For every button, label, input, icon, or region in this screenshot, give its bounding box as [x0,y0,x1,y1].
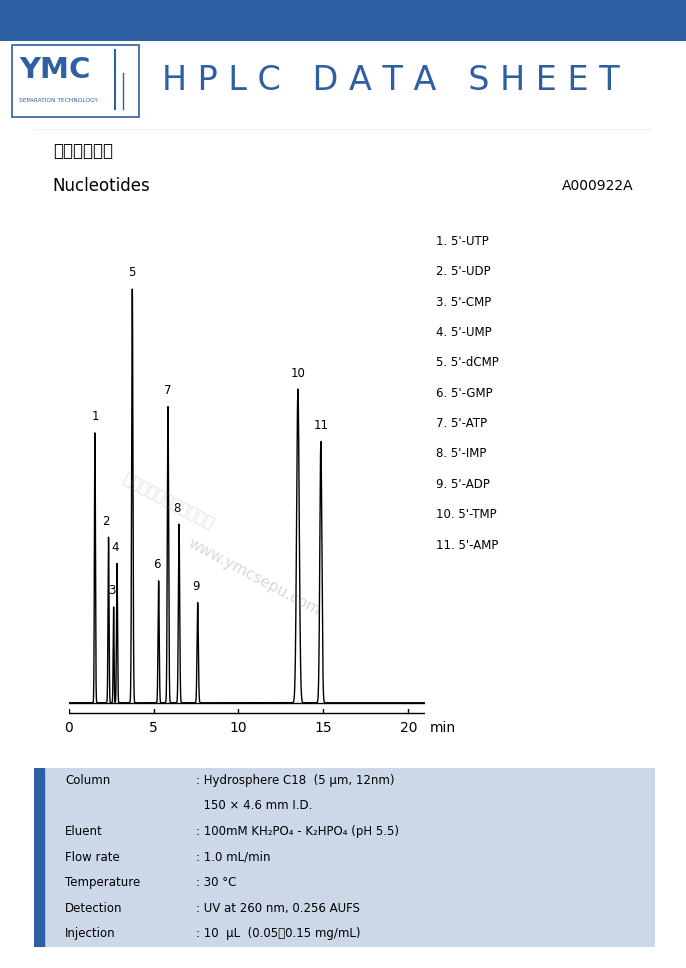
Text: 2: 2 [103,515,110,528]
FancyBboxPatch shape [32,129,655,208]
Text: 1. 5'-UTP: 1. 5'-UTP [436,235,488,248]
Text: 5. 5'-dCMP: 5. 5'-dCMP [436,356,498,370]
Text: 深州凯米斯科技有限公司: 深州凯米斯科技有限公司 [121,470,216,530]
Text: 2. 5'-UDP: 2. 5'-UDP [436,265,490,278]
Text: 7: 7 [164,384,172,397]
Text: Detection: Detection [65,902,123,915]
Text: Nucleotides: Nucleotides [53,177,150,195]
Bar [34,768,44,947]
Text: 8. 5'-IMP: 8. 5'-IMP [436,447,486,461]
Text: 5: 5 [149,721,158,735]
Text: A000922A: A000922A [562,179,633,193]
Text: www.ymcsepu.com: www.ymcsepu.com [185,536,323,619]
Text: 6: 6 [153,559,160,571]
Text: : UV at 260 nm, 0.256 AUFS: : UV at 260 nm, 0.256 AUFS [196,902,359,915]
Text: 5: 5 [128,266,136,280]
Text: 11. 5'-AMP: 11. 5'-AMP [436,538,498,552]
Text: 11: 11 [314,419,329,432]
Text: 6. 5'-GMP: 6. 5'-GMP [436,387,493,400]
Text: 9: 9 [193,580,200,593]
Text: 150 × 4.6 mm I.D.: 150 × 4.6 mm I.D. [196,800,312,812]
Text: 7. 5'-ATP: 7. 5'-ATP [436,417,487,430]
Text: 1: 1 [91,410,99,423]
Text: : Hydrosphere C18  (5 μm, 12nm): : Hydrosphere C18 (5 μm, 12nm) [196,773,394,787]
Text: 15: 15 [315,721,332,735]
Text: Injection: Injection [65,927,116,941]
Text: : 1.0 mL/min: : 1.0 mL/min [196,851,270,863]
Text: 4: 4 [111,541,119,554]
Text: 10: 10 [290,367,305,379]
Text: SEPARATION TECHNOLOGY: SEPARATION TECHNOLOGY [19,99,98,104]
Text: min: min [429,721,456,735]
Text: Flow rate: Flow rate [65,851,120,863]
Text: H P L C   D A T A   S H E E T: H P L C D A T A S H E E T [162,64,620,98]
Text: Eluent: Eluent [65,825,103,838]
Text: : 10  μL  (0.05～0.15 mg/mL): : 10 μL (0.05～0.15 mg/mL) [196,927,360,941]
Text: 10: 10 [230,721,247,735]
Text: 3: 3 [108,585,115,597]
Text: 4. 5'-UMP: 4. 5'-UMP [436,326,491,339]
Text: : 30 °C: : 30 °C [196,876,236,890]
Text: 3. 5'-CMP: 3. 5'-CMP [436,295,491,309]
Text: 0: 0 [64,721,73,735]
Text: 10. 5'-TMP: 10. 5'-TMP [436,508,496,521]
Text: Temperature: Temperature [65,876,141,890]
Text: Column: Column [65,773,110,787]
Text: ヌクレオチド: ヌクレオチド [53,142,113,160]
Text: 9. 5'-ADP: 9. 5'-ADP [436,478,490,491]
Text: 20: 20 [399,721,417,735]
Text: : 100mM KH₂PO₄ - K₂HPO₄ (pH 5.5): : 100mM KH₂PO₄ - K₂HPO₄ (pH 5.5) [196,825,399,838]
Text: YMC: YMC [19,55,91,83]
Text: 8: 8 [173,501,180,515]
FancyBboxPatch shape [12,45,139,116]
